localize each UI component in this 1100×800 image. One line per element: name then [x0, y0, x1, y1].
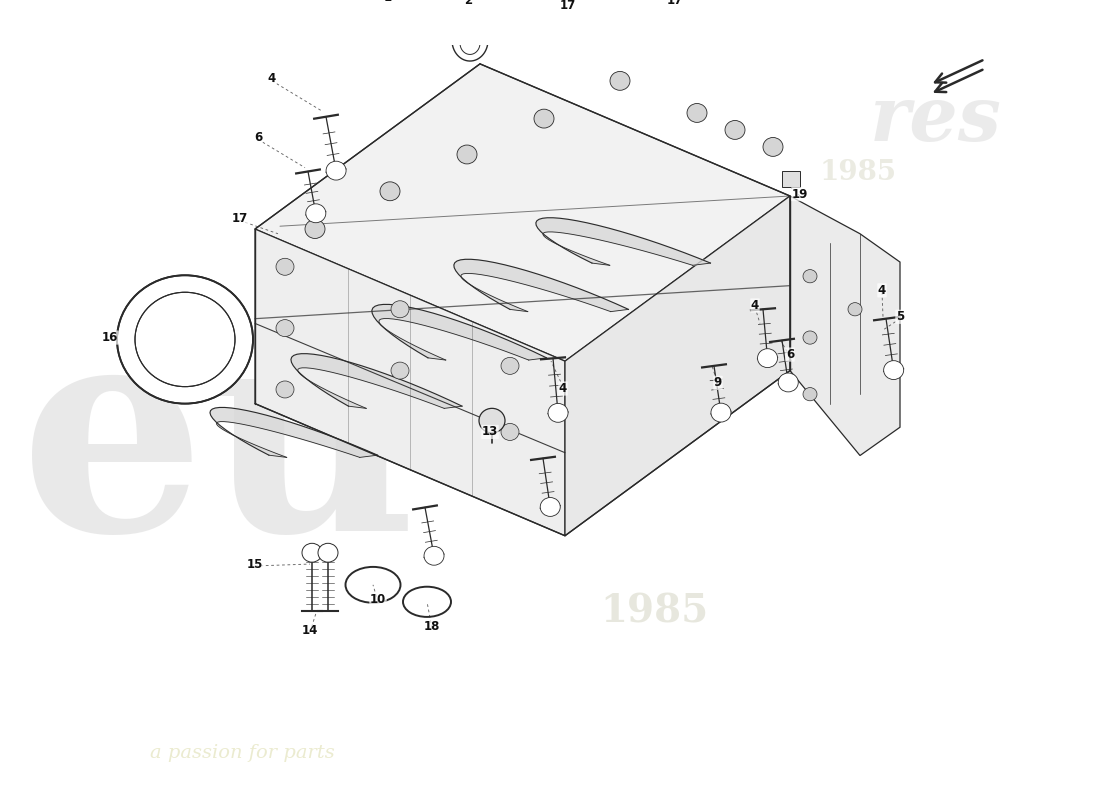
- Text: 4: 4: [751, 299, 759, 312]
- Text: 14: 14: [301, 624, 318, 637]
- Circle shape: [688, 103, 707, 122]
- Circle shape: [478, 408, 505, 433]
- Circle shape: [803, 331, 817, 344]
- Text: 1985: 1985: [820, 159, 898, 186]
- Polygon shape: [565, 196, 790, 536]
- Polygon shape: [255, 64, 790, 361]
- Circle shape: [779, 373, 799, 392]
- Polygon shape: [372, 305, 547, 360]
- Circle shape: [803, 270, 817, 283]
- Circle shape: [500, 423, 519, 441]
- Circle shape: [610, 71, 630, 90]
- Text: 6: 6: [785, 348, 794, 361]
- Circle shape: [302, 543, 322, 562]
- Circle shape: [117, 275, 253, 404]
- Circle shape: [758, 349, 778, 367]
- Text: 4: 4: [559, 382, 568, 395]
- Text: 1985: 1985: [600, 592, 708, 630]
- Polygon shape: [536, 218, 711, 266]
- Text: 4: 4: [268, 73, 276, 86]
- Text: 17: 17: [560, 0, 576, 12]
- Circle shape: [276, 320, 294, 337]
- Circle shape: [848, 302, 862, 316]
- Text: res: res: [870, 83, 1002, 158]
- Circle shape: [424, 546, 444, 566]
- Circle shape: [276, 381, 294, 398]
- Text: 13: 13: [482, 426, 498, 438]
- Polygon shape: [454, 259, 628, 312]
- Circle shape: [711, 403, 732, 422]
- Text: 1: 1: [384, 0, 392, 4]
- Circle shape: [534, 109, 554, 128]
- Polygon shape: [210, 407, 377, 458]
- Text: 19: 19: [792, 188, 808, 201]
- Text: 17: 17: [667, 0, 683, 7]
- Text: eu: eu: [20, 310, 418, 592]
- Circle shape: [540, 498, 560, 516]
- Circle shape: [379, 182, 400, 201]
- Circle shape: [390, 301, 409, 318]
- Text: 5: 5: [895, 310, 904, 323]
- Text: 9: 9: [714, 376, 722, 390]
- Circle shape: [390, 362, 409, 379]
- Text: 18: 18: [424, 620, 440, 633]
- Text: a passion for parts: a passion for parts: [150, 744, 334, 762]
- Polygon shape: [255, 229, 565, 536]
- Circle shape: [725, 121, 745, 139]
- Text: 15: 15: [246, 558, 263, 570]
- Text: 16: 16: [102, 331, 118, 344]
- Circle shape: [500, 358, 519, 374]
- Bar: [782, 171, 800, 186]
- Circle shape: [763, 138, 783, 156]
- Circle shape: [803, 387, 817, 401]
- Text: 10: 10: [370, 594, 386, 606]
- Circle shape: [326, 161, 346, 180]
- Circle shape: [276, 258, 294, 275]
- Polygon shape: [290, 354, 462, 408]
- Text: 4: 4: [878, 284, 887, 297]
- Text: 6: 6: [254, 131, 262, 144]
- Text: 17: 17: [232, 212, 249, 225]
- Circle shape: [456, 145, 477, 164]
- Circle shape: [305, 219, 324, 238]
- Circle shape: [306, 204, 326, 222]
- Circle shape: [318, 543, 338, 562]
- Circle shape: [548, 403, 568, 422]
- Text: 2: 2: [464, 0, 472, 7]
- Polygon shape: [790, 196, 900, 455]
- Circle shape: [883, 361, 904, 379]
